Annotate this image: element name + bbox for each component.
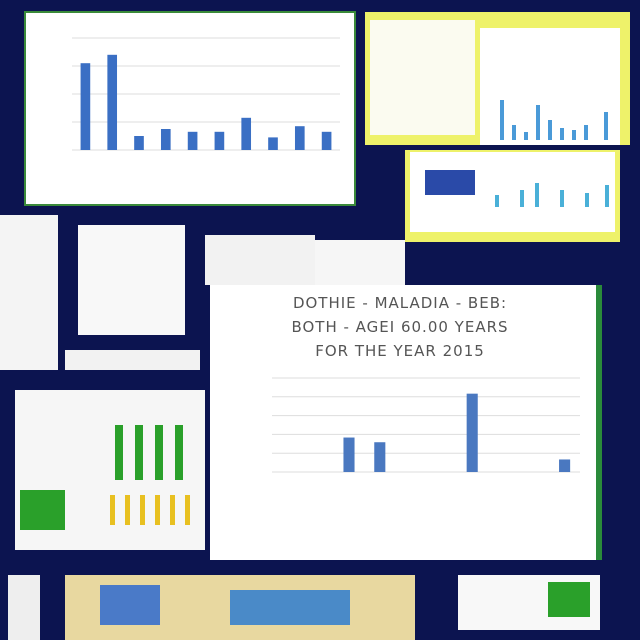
bar	[160, 129, 171, 150]
panel-border	[596, 285, 602, 560]
icon	[425, 170, 475, 195]
bar	[107, 54, 118, 150]
bar	[343, 437, 355, 472]
bar	[294, 126, 305, 150]
icon	[548, 582, 590, 617]
bar	[134, 136, 144, 150]
bar	[559, 459, 571, 472]
chart-title: DOTHIE - MALADIA - BEB: BOTH - AGEI 60.00…	[291, 294, 508, 360]
document	[8, 575, 40, 640]
yellow-bars	[110, 495, 190, 525]
mini-bars	[495, 183, 609, 207]
document	[65, 350, 200, 370]
document	[0, 215, 58, 370]
bar	[214, 131, 225, 150]
bar	[187, 131, 198, 150]
document	[78, 225, 185, 335]
bar	[80, 63, 91, 151]
bar	[268, 137, 278, 150]
mini-bars	[500, 100, 608, 140]
mini-chart	[370, 20, 475, 135]
bar	[321, 131, 332, 150]
document	[315, 240, 405, 285]
chart-panel	[210, 285, 602, 560]
picture-part	[100, 585, 160, 625]
picture-part	[230, 590, 350, 625]
bar	[241, 117, 252, 150]
chart-panel	[24, 11, 356, 206]
document	[205, 235, 315, 285]
green-bars	[115, 425, 183, 480]
bar	[466, 393, 478, 472]
bar	[374, 442, 386, 472]
icon	[20, 490, 65, 530]
